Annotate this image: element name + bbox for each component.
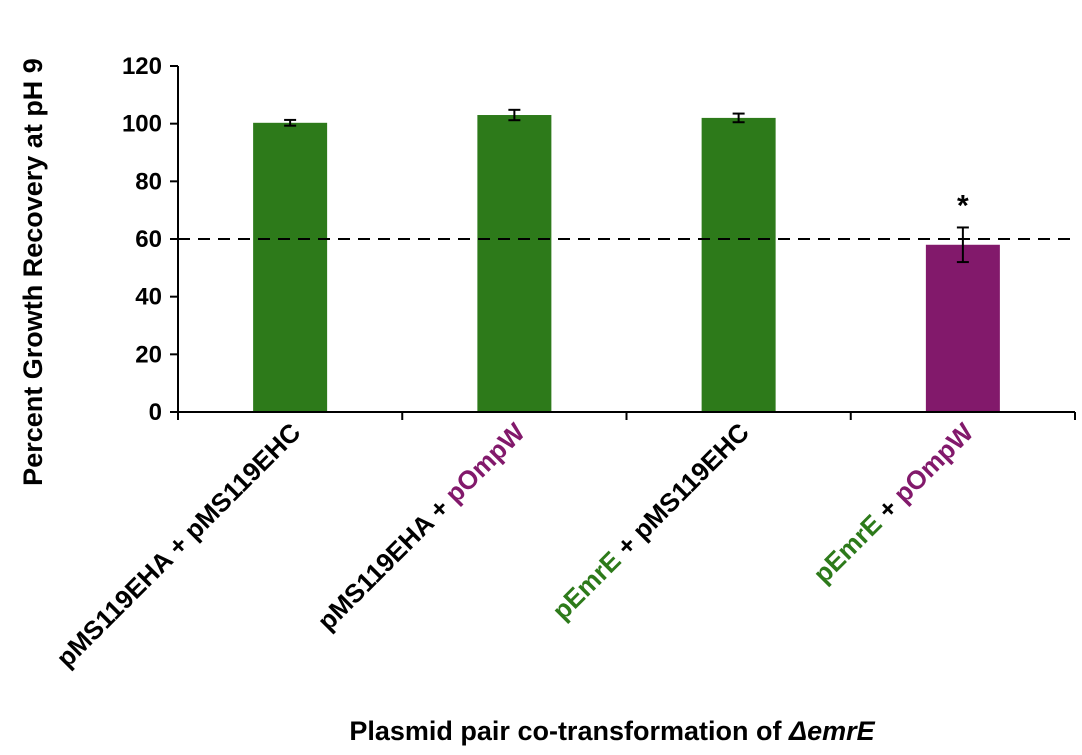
x-axis-label: Plasmid pair co-transformation of ΔemrE — [349, 716, 875, 746]
y-tick-label: 20 — [135, 341, 162, 368]
annotations-group: * — [957, 189, 969, 222]
bar — [253, 122, 328, 412]
significance-asterisk: * — [957, 189, 969, 222]
x-category-label-part: pMS119EHC — [626, 417, 755, 546]
error-bars-group — [284, 108, 969, 264]
x-category-label-part: pMS119EHA — [311, 508, 440, 637]
x-ticks-group — [177, 412, 1076, 420]
y-tick-label: 80 — [135, 168, 162, 195]
x-category-label-part: pEmrE — [546, 545, 626, 625]
x-category-label: pMS119EHA + pOmpW — [311, 417, 531, 637]
bar — [477, 115, 552, 413]
bar — [925, 244, 1000, 412]
x-category-label-part: pMS119EHC — [178, 417, 307, 546]
x-category-label: pEmrE + pOmpW — [807, 417, 979, 589]
x-axis-label-italic: ΔemrE — [788, 716, 876, 746]
y-tick-label: 120 — [122, 53, 162, 80]
y-tick-label: 60 — [135, 226, 162, 253]
x-category-label-part: pEmrE — [807, 508, 887, 588]
y-tick-label: 0 — [149, 399, 162, 426]
bars-group — [253, 115, 1000, 413]
y-axis-label: Percent Growth Recovery at pH 9 — [18, 58, 48, 486]
y-tick-label: 100 — [122, 111, 162, 138]
x-category-label-part: pOmpW — [887, 417, 979, 509]
x-category-label: pMS119EHA + pMS119EHC — [50, 417, 306, 673]
y-tick-label: 40 — [135, 284, 162, 311]
x-category-label-part: pOmpW — [439, 417, 531, 509]
x-category-label: pEmrE + pMS119EHC — [546, 417, 755, 626]
y-ticks-group: 0 20 40 60 80 100 120 — [122, 53, 178, 426]
x-category-label-part: pMS119EHA — [50, 544, 179, 673]
bar — [701, 117, 776, 413]
x-axis-label-prefix: Plasmid pair co-transformation of — [349, 716, 789, 746]
